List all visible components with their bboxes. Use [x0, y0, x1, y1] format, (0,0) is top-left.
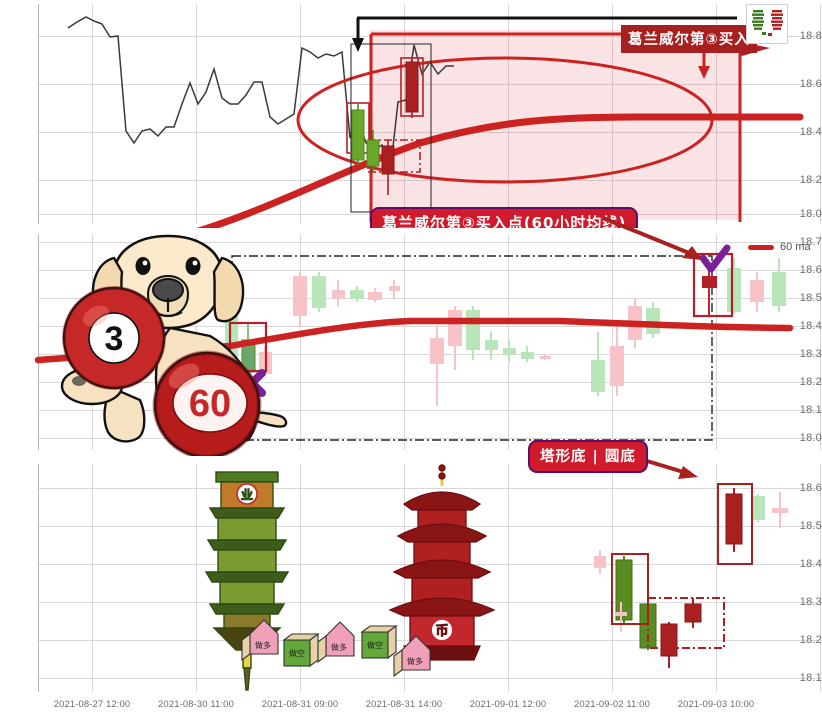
bottom-plot-area — [38, 464, 822, 692]
gridline-v — [404, 234, 405, 450]
gridline-h — [38, 270, 822, 271]
gridline-v — [92, 464, 93, 692]
gridline-v — [612, 464, 613, 692]
gridline-v — [612, 234, 613, 450]
gridline-h — [38, 602, 822, 603]
y-tick: 18.6 — [799, 264, 822, 276]
top-axis-line — [38, 4, 39, 224]
x-tick: 2021-09-03 10:00 — [677, 699, 755, 710]
gridline-v — [196, 464, 197, 692]
legend-label-60ma: 60 ma — [780, 241, 811, 253]
y-tick: 18.2 — [799, 174, 822, 186]
gridline-v — [300, 464, 301, 692]
gridline-v — [508, 464, 509, 692]
gridline-v — [820, 4, 821, 224]
x-tick: 2021-08-31 09:00 — [261, 699, 339, 710]
y-tick: 18.0 — [799, 208, 822, 220]
gridline-v — [92, 4, 93, 224]
x-tick: 2021-08-27 12:00 — [53, 699, 131, 710]
x-tick: 2021-08-31 14:00 — [365, 699, 443, 710]
bottom-axis-line — [38, 464, 39, 692]
gridline-h — [38, 564, 822, 565]
gridline-h — [38, 488, 822, 489]
bottom-candle-panel: 18.6 18.5 18.4 18.3 18.2 18.1 — [0, 440, 822, 715]
y-tick: 18.1 — [799, 404, 822, 416]
y-tick: 18.5 — [799, 520, 822, 532]
gridline-v — [820, 234, 821, 450]
gridline-v — [92, 234, 93, 450]
middle-axis-line — [38, 234, 39, 450]
gridline-h — [38, 298, 822, 299]
middle-plot-area — [38, 234, 822, 450]
gridline-v — [716, 464, 717, 692]
y-tick: 18.1 — [799, 672, 822, 684]
y-tick: 18.0 — [799, 432, 822, 444]
y-tick: 18.2 — [799, 634, 822, 646]
gridline-v — [508, 234, 509, 450]
gridline-v — [716, 234, 717, 450]
y-tick: 18.4 — [799, 126, 822, 138]
gridline-v — [300, 4, 301, 224]
gridline-v — [196, 4, 197, 224]
y-tick: 18.6 — [799, 482, 822, 494]
gridline-h — [38, 678, 822, 679]
y-tick: 18.3 — [799, 596, 822, 608]
pagoda-pair-icon[interactable] — [746, 4, 788, 44]
ma-legend: 60 ma — [748, 241, 811, 253]
y-tick: 18.7 — [799, 236, 822, 248]
x-tick: 2021-08-30 11:00 — [158, 699, 234, 710]
gridline-h — [38, 526, 822, 527]
y-tick: 18.8 — [799, 30, 822, 42]
legend-swatch-60ma — [748, 244, 774, 250]
gridline-h — [38, 410, 822, 411]
y-tick: 18.4 — [799, 558, 822, 570]
gridline-h — [38, 438, 822, 439]
y-tick: 18.3 — [799, 348, 822, 360]
y-tick: 18.5 — [799, 292, 822, 304]
gridline-h — [38, 326, 822, 327]
gridline-v — [196, 234, 197, 450]
gridline-h — [38, 354, 822, 355]
granville-buy-label: 葛兰威尔第③买入 — [621, 25, 757, 53]
middle-candle-panel: 18.7 18.6 18.5 18.4 18.3 18.2 18.1 18.0 — [0, 216, 822, 460]
gridline-v — [404, 464, 405, 692]
gridline-v — [820, 464, 821, 692]
pagoda-pair-icon-glyph — [752, 10, 783, 36]
x-tick: 2021-09-02 11:00 — [574, 699, 650, 710]
y-tick: 18.2 — [799, 376, 822, 388]
top-line-panel: 18.8 18.6 18.4 18.2 18.0 — [0, 0, 822, 242]
tower-bottom-label: 塔形底 | 圆底 — [528, 440, 648, 473]
gridline-h — [38, 640, 822, 641]
x-tick: 2021-09-01 12:00 — [469, 699, 547, 710]
gridline-h — [38, 242, 822, 243]
y-tick: 18.6 — [799, 78, 822, 90]
gridline-v — [300, 234, 301, 450]
y-tick: 18.4 — [799, 320, 822, 332]
gridline-h — [38, 382, 822, 383]
highlight-shade-region — [370, 30, 740, 220]
